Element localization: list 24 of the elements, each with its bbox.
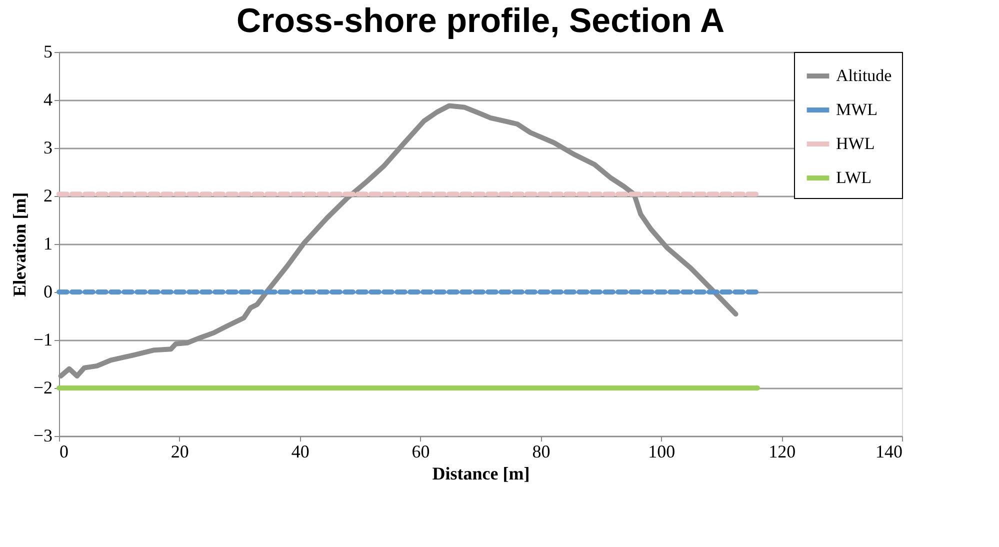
x-tick-label: 120 — [768, 442, 796, 462]
y-tick-label: 2 — [44, 186, 52, 206]
x-tick-label: 0 — [60, 442, 68, 462]
y-axis-title: Elevation [m] — [9, 192, 30, 297]
y-tick-label: 4 — [44, 90, 52, 110]
legend-label: MWL — [836, 100, 878, 119]
y-tick-label: 5 — [44, 42, 52, 62]
y-tick-label: 3 — [44, 138, 52, 158]
x-tick-label: 40 — [291, 442, 310, 462]
y-tick-label: −3 — [33, 426, 52, 446]
x-tick-label: 100 — [648, 442, 676, 462]
chart-title: Cross-shore profile, Section A — [236, 2, 725, 40]
y-tick-label: −1 — [33, 330, 52, 350]
x-tick-label: 80 — [532, 442, 550, 462]
y-tick-label: 1 — [44, 234, 52, 254]
legend-label: LWL — [836, 168, 872, 187]
x-tick-label: 140 — [876, 442, 902, 462]
y-tick-label: 0 — [44, 282, 52, 302]
x-tick-label: 20 — [170, 442, 189, 462]
x-tick-label: 60 — [412, 442, 430, 462]
legend-label: Altitude — [836, 66, 892, 85]
x-axis-title: Distance [m] — [432, 464, 530, 484]
legend-label: HWL — [836, 134, 875, 153]
y-tick-label: −2 — [33, 378, 52, 398]
